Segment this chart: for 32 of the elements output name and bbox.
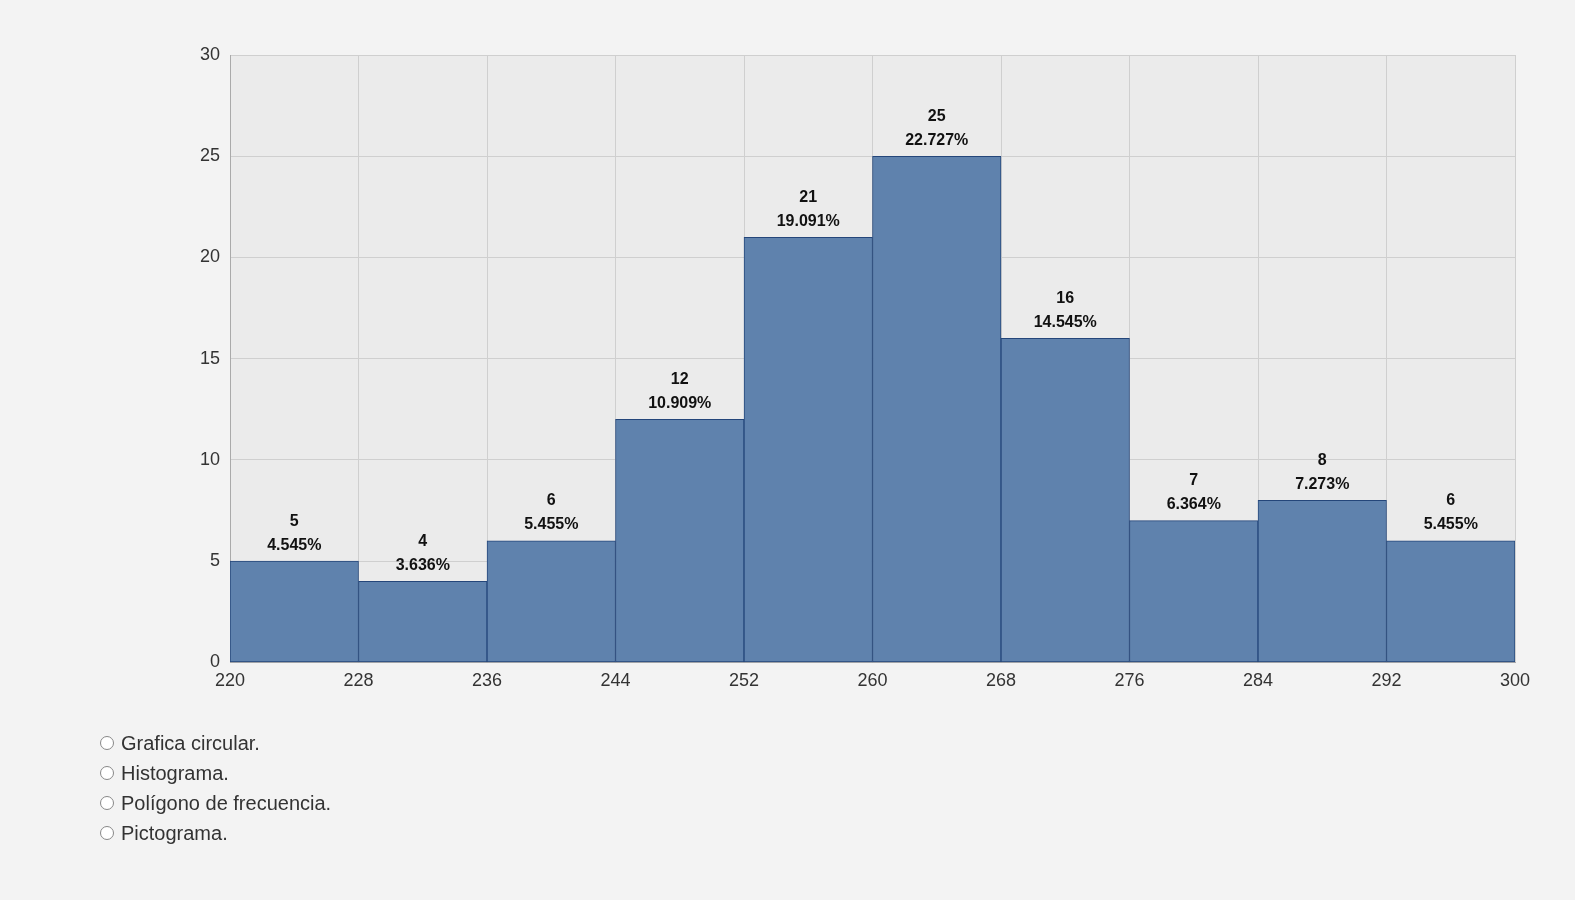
data-label: 6 5.455%: [524, 491, 579, 533]
y-tick-label: 20: [199, 246, 221, 267]
x-tick-label: 252: [728, 670, 760, 691]
x-tick-label: 228: [343, 670, 374, 691]
data-label: 5 4.545%: [267, 511, 322, 553]
y-tick-label: 30: [199, 43, 221, 64]
x-tick-label: 276: [1114, 670, 1145, 691]
x-tick-label: 236: [471, 670, 503, 691]
x-tick-label: 244: [600, 670, 631, 691]
x-tick-label: 300: [1499, 670, 1531, 691]
text: Histograma.: [121, 761, 229, 785]
data-label: 12 10.909%: [648, 369, 712, 411]
text: Pictograma.: [121, 821, 228, 845]
y-tick-label: 5: [210, 550, 221, 571]
data-label: 25 22.727%: [905, 106, 969, 148]
x-tick-label: 292: [1371, 670, 1402, 691]
data-label: 16 14.545%: [1033, 288, 1097, 330]
data-label: 4 3.636%: [395, 531, 450, 573]
x-tick-label: 260: [857, 670, 888, 691]
data-label: 21 19.091%: [776, 187, 840, 229]
y-tick-label: 0: [210, 651, 221, 672]
y-tick-label: 25: [199, 145, 221, 166]
x-tick-label: 284: [1242, 670, 1274, 691]
x-tick-label: 268: [985, 670, 1017, 691]
text: Grafica circular.: [121, 731, 260, 755]
y-tick-label: 15: [199, 347, 221, 368]
data-label: 6 5.455%: [1423, 491, 1478, 533]
text: Polígono de frecuencia.: [121, 791, 332, 815]
data-label: 7 6.364%: [1166, 471, 1221, 513]
x-tick-label: 220: [215, 670, 246, 691]
y-tick-label: 10: [199, 448, 221, 469]
data-label: 8 7.273%: [1295, 450, 1350, 492]
